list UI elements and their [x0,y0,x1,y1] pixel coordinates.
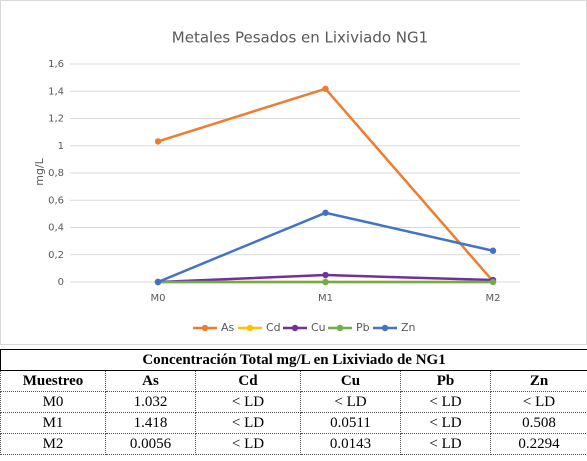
table-cell: < LD [300,391,401,413]
table-cell: 1.418 [105,412,196,434]
header-cell: Cu [300,370,401,392]
table-cell: < LD [400,391,491,413]
data-point [154,138,162,145]
y-tick-label: 0 [58,277,64,288]
y-tick-label: 0,4 [48,223,64,234]
data-point [322,85,329,92]
table-cell: M0 [0,391,106,413]
table-row: M2 0.0056 < LD 0.0143 < LD 0.2294 [0,433,587,455]
legend-marker [201,324,209,332]
y-tick-label: 1,2 [48,114,64,125]
table-cell: 0.508 [489,412,587,434]
y-tick-label: 1 [58,141,64,152]
data-point [489,278,497,286]
chart: Metales Pesados en Lixiviado NG1 mg/L 0 0… [0,0,587,345]
legend-label: Cu [311,321,326,334]
y-tick-label: 1,6 [48,59,64,70]
legend-label: As [221,321,235,334]
table-row: M0 1.032 < LD < LD < LD < LD [0,391,587,413]
table-cell: M1 [0,412,106,434]
table-cell: < LD [195,433,301,455]
legend-marker [246,324,254,332]
header-cell: As [105,370,196,392]
table-cell: < LD [400,412,491,434]
chart-title: Metales Pesados en Lixiviado NG1 [172,29,428,47]
y-axis-label: mg/L [33,157,46,185]
header-cell: Pb [400,370,491,392]
header-cell: Zn [489,370,587,392]
table-title: Concentración Total mg/L en Lixiviado de… [0,349,587,371]
table-cell: < LD [400,433,491,455]
table-cell: 0.0511 [300,412,401,434]
legend-marker [381,324,389,332]
x-tick-label: M2 [486,293,501,304]
data-table: Concentración Total mg/L en Lixiviado de… [0,349,587,455]
header-cell: Muestreo [0,370,106,392]
data-point [322,278,329,286]
data-point [322,209,329,216]
legend-marker [336,324,344,332]
data-point [322,271,329,279]
table-cell: 0.0056 [105,433,196,455]
table-cell: < LD [195,412,301,434]
table-cell: 0.0143 [300,433,401,455]
y-tick-label: 0,8 [48,168,64,179]
table-cell: M2 [0,433,106,455]
header-cell: Cd [195,370,301,392]
x-tick-label: M1 [318,293,333,304]
table-cell: 0.2294 [489,433,587,455]
legend-label: Zn [401,321,416,334]
y-tick-label: 0,6 [48,195,64,206]
data-point [489,247,497,254]
legend-marker [291,324,299,332]
y-tick-label: 0,2 [48,250,64,261]
header-row: Muestreo As Cd Cu Pb Zn [0,370,587,392]
x-tick-label: M0 [151,293,166,304]
table-body: M0 1.032 < LD < LD < LD < LD M1 1.418 < LD 0.0511… [0,391,587,455]
table-cell: < LD [489,391,587,413]
legend-label: Pb [356,321,370,334]
legend-label: Cd [266,321,281,334]
data-point [154,278,162,286]
table-row: M1 1.418 < LD 0.0511 < LD 0.508 [0,412,587,434]
y-tick-label: 1,4 [48,86,64,97]
table-cell: < LD [195,391,301,413]
table-cell: 1.032 [105,391,196,413]
